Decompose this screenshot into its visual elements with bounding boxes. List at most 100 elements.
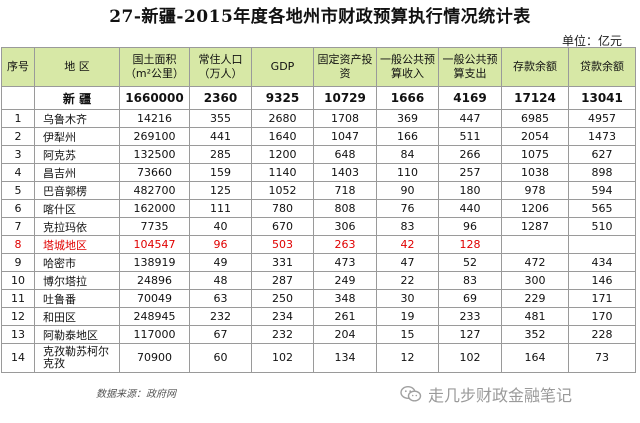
cell-expense: 102 bbox=[438, 343, 502, 373]
cell-income: 110 bbox=[376, 163, 439, 182]
cell-gdp: 250 bbox=[251, 289, 314, 308]
cell-income: 19 bbox=[376, 307, 439, 326]
cell-gdp: 780 bbox=[251, 199, 314, 218]
cell-area: 73660 bbox=[119, 163, 190, 182]
cell-no: 12 bbox=[1, 307, 35, 326]
table-row: 9 哈密市 138919 49 331 473 47 52 472 434 bbox=[1, 253, 636, 272]
cell-deposit: 481 bbox=[501, 307, 569, 326]
cell-deposit bbox=[501, 235, 569, 254]
cell-income: 15 bbox=[376, 325, 439, 344]
header-deposit: 存款余额 bbox=[501, 47, 569, 87]
cell-fixed: 718 bbox=[313, 181, 377, 200]
total-area: 1660000 bbox=[119, 86, 190, 110]
cell-deposit: 1075 bbox=[501, 145, 569, 164]
header-loan: 贷款余额 bbox=[568, 47, 636, 87]
cell-expense: 233 bbox=[438, 307, 502, 326]
cell-pop: 49 bbox=[189, 253, 252, 272]
cell-loan: 73 bbox=[568, 343, 636, 373]
cell-deposit: 164 bbox=[501, 343, 569, 373]
cell-pop: 67 bbox=[189, 325, 252, 344]
cell-income: 47 bbox=[376, 253, 439, 272]
cell-expense: 266 bbox=[438, 145, 502, 164]
cell-pop: 159 bbox=[189, 163, 252, 182]
unit-label: 单位：亿元 bbox=[561, 34, 622, 48]
cell-area: 7735 bbox=[119, 217, 190, 236]
cell-no: 4 bbox=[1, 163, 35, 182]
cell-no: 10 bbox=[1, 271, 35, 290]
cell-name: 昌吉州 bbox=[34, 163, 120, 182]
cell-pop: 441 bbox=[189, 127, 252, 146]
cell-income: 42 bbox=[376, 235, 439, 254]
cell-name: 巴音郭楞 bbox=[34, 181, 120, 200]
cell-expense: 96 bbox=[438, 217, 502, 236]
cell-no: 6 bbox=[1, 199, 35, 218]
cell-deposit: 300 bbox=[501, 271, 569, 290]
cell-deposit: 978 bbox=[501, 181, 569, 200]
cell-loan: 565 bbox=[568, 199, 636, 218]
cell-income: 166 bbox=[376, 127, 439, 146]
cell-income: 30 bbox=[376, 289, 439, 308]
table-row: 4 昌吉州 73660 159 1140 1403 110 257 1038 898 bbox=[1, 163, 636, 182]
cell-income: 90 bbox=[376, 181, 439, 200]
cell-gdp: 2680 bbox=[251, 109, 314, 128]
cell-fixed: 263 bbox=[313, 235, 377, 254]
cell-deposit: 2054 bbox=[501, 127, 569, 146]
cell-income: 76 bbox=[376, 199, 439, 218]
header-no: 序号 bbox=[1, 47, 35, 87]
table-row: 14 克孜勒苏柯尔克孜 70900 60 102 134 12 102 164 73 bbox=[1, 343, 636, 373]
cell-name: 乌鲁木齐 bbox=[34, 109, 120, 128]
header-budget-expense: 一般公共预算支出 bbox=[438, 47, 502, 87]
cell-deposit: 1038 bbox=[501, 163, 569, 182]
cell-fixed: 1403 bbox=[313, 163, 377, 182]
total-fixed: 10729 bbox=[313, 86, 377, 110]
cell-deposit: 1287 bbox=[501, 217, 569, 236]
total-loan: 13041 bbox=[568, 86, 636, 110]
total-pop: 2360 bbox=[189, 86, 252, 110]
cell-area: 248945 bbox=[119, 307, 190, 326]
cell-loan: 170 bbox=[568, 307, 636, 326]
cell-gdp: 503 bbox=[251, 235, 314, 254]
cell-fixed: 473 bbox=[313, 253, 377, 272]
cell-gdp: 234 bbox=[251, 307, 314, 326]
total-no bbox=[1, 86, 35, 110]
table-row: 3 阿克苏 132500 285 1200 648 84 266 1075 627 bbox=[1, 145, 636, 164]
cell-income: 22 bbox=[376, 271, 439, 290]
cell-pop: 60 bbox=[189, 343, 252, 373]
finance-table: 序号 地 区 国土面积（m²公里） 常住人口（万人） GDP 固定资产投资 一般… bbox=[1, 47, 636, 373]
cell-deposit: 1206 bbox=[501, 199, 569, 218]
table-row: 10 博尔塔拉 24896 48 287 249 22 83 300 146 bbox=[1, 271, 636, 290]
cell-name: 阿勒泰地区 bbox=[34, 325, 120, 344]
cell-loan bbox=[568, 235, 636, 254]
cell-pop: 111 bbox=[189, 199, 252, 218]
cell-fixed: 204 bbox=[313, 325, 377, 344]
table-row: 11 吐鲁番 70049 63 250 348 30 69 229 171 bbox=[1, 289, 636, 308]
cell-gdp: 1052 bbox=[251, 181, 314, 200]
cell-fixed: 306 bbox=[313, 217, 377, 236]
cell-no: 11 bbox=[1, 289, 35, 308]
cell-name: 哈密市 bbox=[34, 253, 120, 272]
cell-area: 269100 bbox=[119, 127, 190, 146]
cell-fixed: 249 bbox=[313, 271, 377, 290]
cell-loan: 434 bbox=[568, 253, 636, 272]
table-row: 12 和田区 248945 232 234 261 19 233 481 170 bbox=[1, 307, 636, 326]
cell-loan: 510 bbox=[568, 217, 636, 236]
cell-pop: 63 bbox=[189, 289, 252, 308]
cell-pop: 285 bbox=[189, 145, 252, 164]
cell-pop: 96 bbox=[189, 235, 252, 254]
cell-name: 克孜勒苏柯尔克孜 bbox=[34, 343, 120, 373]
total-gdp: 9325 bbox=[251, 86, 314, 110]
cell-deposit: 352 bbox=[501, 325, 569, 344]
cell-name: 博尔塔拉 bbox=[34, 271, 120, 290]
cell-no: 3 bbox=[1, 145, 35, 164]
header-gdp: GDP bbox=[251, 47, 314, 87]
cell-no: 2 bbox=[1, 127, 35, 146]
header-row: 序号 地 区 国土面积（m²公里） 常住人口（万人） GDP 固定资产投资 一般… bbox=[1, 47, 636, 87]
cell-fixed: 134 bbox=[313, 343, 377, 373]
brand-text: 走几步财政金融笔记 bbox=[428, 386, 573, 405]
cell-expense: 83 bbox=[438, 271, 502, 290]
cell-area: 117000 bbox=[119, 325, 190, 344]
cell-name: 和田区 bbox=[34, 307, 120, 326]
wechat-icon bbox=[400, 385, 422, 403]
table-row: 1 乌鲁木齐 14216 355 2680 1708 369 447 6985 4957 bbox=[1, 109, 636, 128]
cell-no: 9 bbox=[1, 253, 35, 272]
